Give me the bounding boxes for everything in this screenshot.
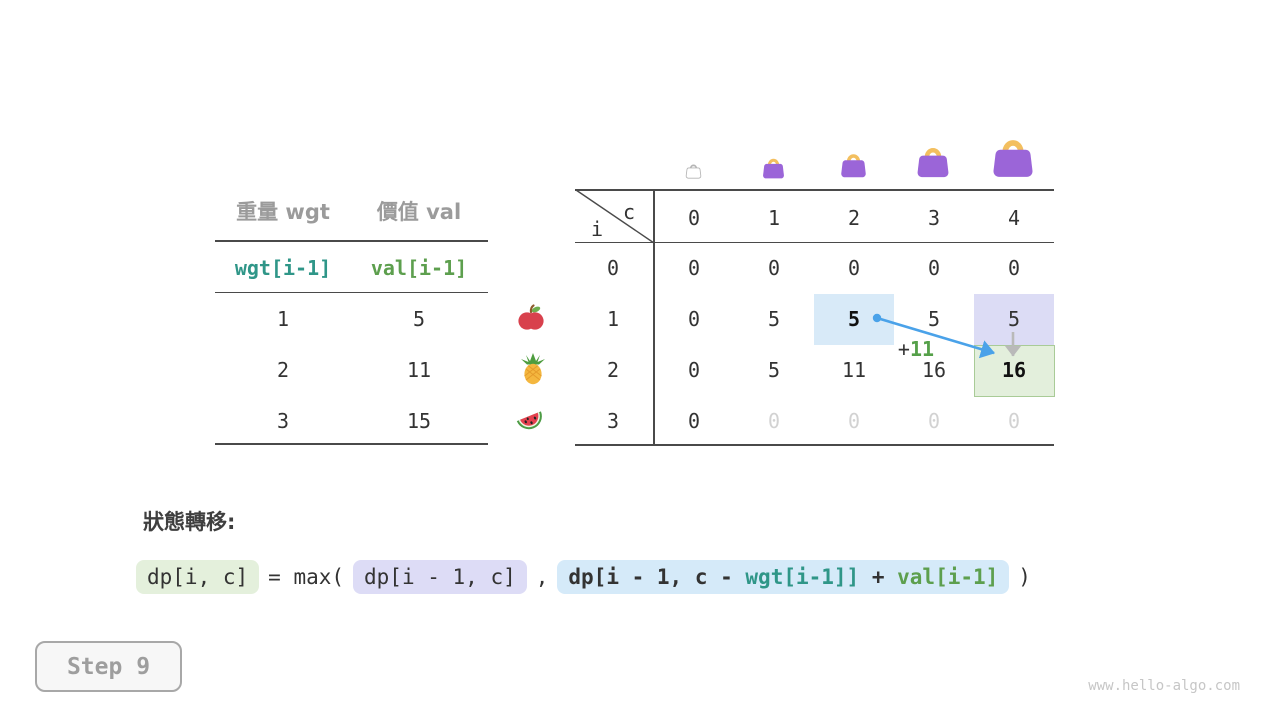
item-table-var-wgt: wgt[i-1] xyxy=(234,256,332,280)
dp-cell-r0-c2: 0 xyxy=(847,256,861,280)
bag-capacity-2-icon xyxy=(839,151,868,182)
bag-capacity-1-icon xyxy=(761,156,786,183)
formula-arg2-plus: + xyxy=(859,565,898,589)
dp-cell-r3-c0: 0 xyxy=(687,409,701,433)
dp-col-header-2: 2 xyxy=(847,206,861,230)
formula-close-paren: ) xyxy=(1018,565,1031,589)
dp-row-label-1: 1 xyxy=(606,307,620,331)
dp-cell-r0-c4: 0 xyxy=(1007,256,1021,280)
bag-capacity-3-icon xyxy=(915,144,951,182)
pineapple-icon xyxy=(517,352,549,390)
watermelon-icon xyxy=(514,406,546,440)
dp-cell-r1-c4: 5 xyxy=(1007,307,1021,331)
dp-cell-r1-c0: 0 xyxy=(687,307,701,331)
formula-arg2: dp[i - 1, c - wgt[i-1]] + val[i-1] xyxy=(557,560,1010,594)
item-table-var-val: val[i-1] xyxy=(370,256,468,280)
step-badge: Step 9 xyxy=(35,641,182,692)
dp-table-rule-header xyxy=(575,242,1054,243)
formula-comma: , xyxy=(535,565,549,589)
plus-value-annotation: +11 xyxy=(898,337,934,361)
dp-table-rule-bottom xyxy=(575,444,1054,446)
item-table-header-value: 價值 val xyxy=(376,200,462,224)
formula-arg2-prefix: dp[i - 1, c - xyxy=(568,565,746,589)
formula-arg2-val: val[i-1] xyxy=(897,565,999,589)
formula-arg1: dp[i - 1, c] xyxy=(353,560,527,594)
plus-sign: + xyxy=(897,337,910,361)
added-value: 11 xyxy=(909,337,935,361)
dp-cell-r3-c1: 0 xyxy=(767,409,781,433)
dp-cell-r2-c1: 5 xyxy=(767,358,781,382)
gray-down-arrow-icon xyxy=(1001,326,1025,370)
dp-cell-r3-c4: 0 xyxy=(1007,409,1021,433)
formula-equals-max: = max( xyxy=(268,565,345,589)
dp-cell-r1-c3: 5 xyxy=(927,307,941,331)
dp-cell-r2-c0: 0 xyxy=(687,358,701,382)
item-table-rule-mid xyxy=(215,292,488,293)
dp-col-header-4: 4 xyxy=(1007,206,1021,230)
dp-col-header-1: 1 xyxy=(767,206,781,230)
blue-transition-arrow-icon xyxy=(860,300,1020,374)
dp-table-rule-vertical xyxy=(653,189,655,446)
formula-arg2-wgt: wgt[i-1]] xyxy=(745,565,860,589)
bag-capacity-4-icon xyxy=(990,135,1036,182)
item-value-1: 5 xyxy=(412,307,426,331)
dp-corner-row-label: i xyxy=(590,217,604,241)
item-table-header-weight: 重量 wgt xyxy=(236,200,330,224)
dp-cell-r1-c2: 5 xyxy=(847,307,861,331)
bag-capacity-0-icon xyxy=(685,162,702,183)
dp-cell-r3-c3: 0 xyxy=(927,409,941,433)
dp-col-header-0: 0 xyxy=(687,206,701,230)
formula-lhs: dp[i, c] xyxy=(136,560,260,594)
dp-cell-r0-c3: 0 xyxy=(927,256,941,280)
item-table-rule-bottom xyxy=(215,443,488,445)
transition-formula: dp[i, c] = max( dp[i - 1, c] , dp[i - 1,… xyxy=(136,560,1031,594)
dp-table-rule-top xyxy=(575,189,1054,191)
dp-cell-r2-c4: 16 xyxy=(1001,358,1027,382)
item-weight-3: 3 xyxy=(276,409,290,433)
watermark: www.hello-algo.com xyxy=(1088,678,1240,694)
item-value-3: 15 xyxy=(406,409,432,433)
dp-row-label-0: 0 xyxy=(606,256,620,280)
dp-cell-r1-c1: 5 xyxy=(767,307,781,331)
item-weight-2: 2 xyxy=(276,358,290,382)
dp-corner-diagonal xyxy=(575,189,655,248)
dp-cell-r2-c2: 11 xyxy=(841,358,867,382)
dp-col-header-3: 3 xyxy=(927,206,941,230)
dp-cell-r0-c0: 0 xyxy=(687,256,701,280)
apple-icon xyxy=(516,303,546,337)
dp-corner-col-label: c xyxy=(622,200,636,224)
dp-cell-r3-c2: 0 xyxy=(847,409,861,433)
state-transition-label: 狀態轉移: xyxy=(143,510,236,534)
dp-cell-r2-c3: 16 xyxy=(921,358,947,382)
item-value-2: 11 xyxy=(406,358,432,382)
dp-row-label-2: 2 xyxy=(606,358,620,382)
dp-row-label-3: 3 xyxy=(606,409,620,433)
item-table-rule-top xyxy=(215,240,488,242)
item-weight-1: 1 xyxy=(276,307,290,331)
dp-cell-r0-c1: 0 xyxy=(767,256,781,280)
